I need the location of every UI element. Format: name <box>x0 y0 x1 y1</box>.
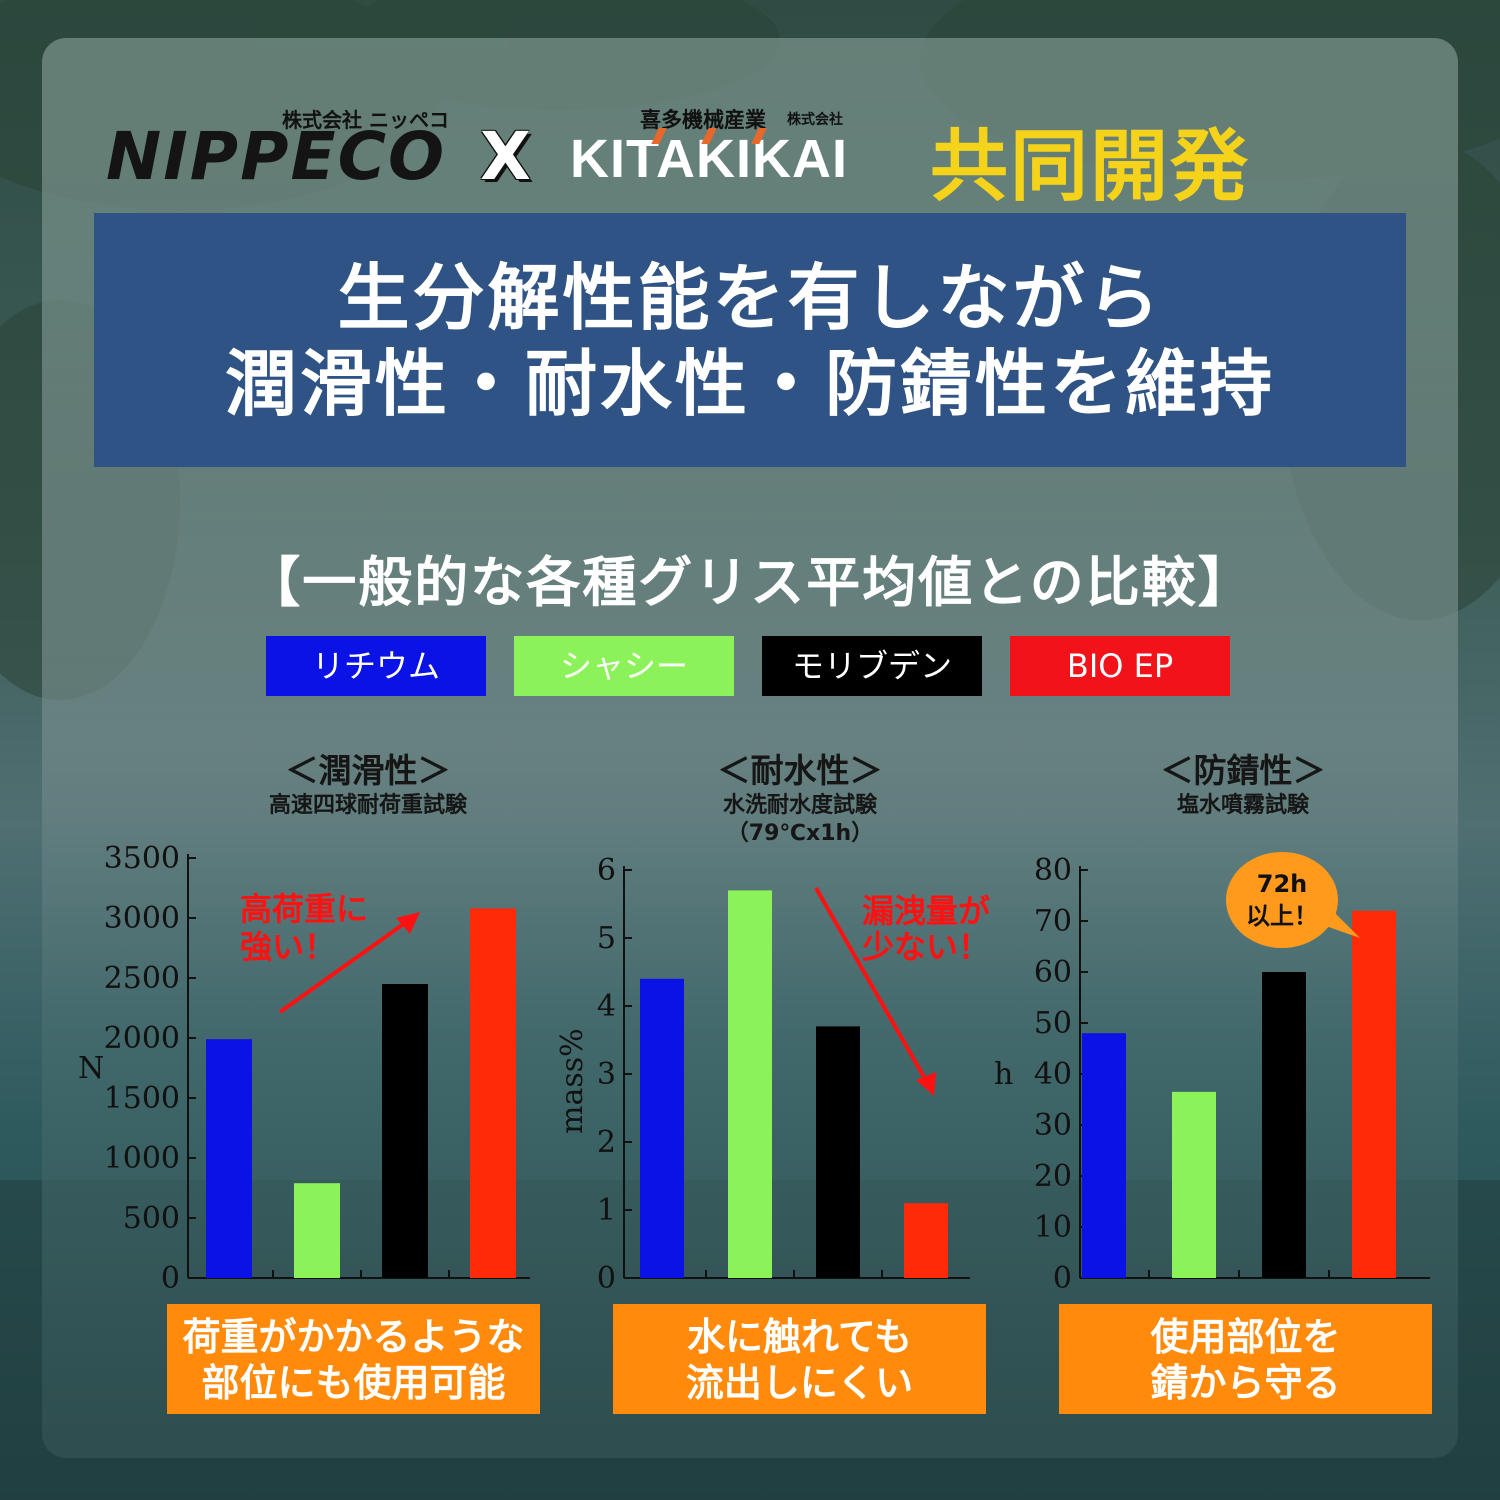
headline-line-2: 潤滑性・耐水性・防錆性を維持 <box>224 342 1275 426</box>
y-tick-label: 80 <box>1034 853 1072 888</box>
annotation-line-1: 漏洩量が <box>862 892 990 930</box>
bar-3 <box>382 984 428 1278</box>
conclusion-line-2: 錆から守る <box>1150 1361 1341 1405</box>
conclusion-line-1: 使用部位を <box>1150 1315 1341 1359</box>
bar-3 <box>816 1026 860 1278</box>
legend-label: リチウム <box>311 647 440 685</box>
y-tick-label: 2500 <box>104 961 180 996</box>
callout-line-2: 以上！ <box>1246 902 1318 930</box>
y-tick-label: 1 <box>597 1193 616 1228</box>
conclusion-water-resistance: 水に触れても 流出しにくい <box>613 1304 986 1414</box>
bar-4 <box>1352 910 1396 1278</box>
annotation-line-1: 高荷重に <box>240 890 368 928</box>
bar-1 <box>1082 1033 1126 1278</box>
bar-1 <box>206 1039 252 1278</box>
bar-2 <box>1172 1091 1216 1278</box>
conclusion-rust-prevention: 使用部位を 錆から守る <box>1059 1304 1432 1414</box>
y-tick-label: 0 <box>161 1261 180 1296</box>
conclusion-lubricity: 荷重がかかるような 部位にも使用可能 <box>167 1304 540 1414</box>
y-tick-label: 3000 <box>104 901 180 936</box>
chart-title-water-resistance: ＜耐水性＞ 水洗耐水度試験 （79℃x1h） <box>650 744 950 848</box>
chart-title-lubricity: ＜潤滑性＞ 高速四球耐荷重試験 <box>218 744 518 820</box>
chart-heading: ＜潤滑性＞ <box>285 751 451 790</box>
y-tick-label: 5 <box>597 921 616 956</box>
nippeco-logo: NIPPECO <box>106 118 447 195</box>
y-axis-label: N <box>78 1051 104 1086</box>
annotation-line-2: 強い！ <box>240 928 336 966</box>
y-tick-label: 0 <box>1053 1261 1072 1296</box>
legend-label: BIO EP <box>1066 647 1174 685</box>
conclusion-line-2: 部位にも使用可能 <box>201 1361 506 1405</box>
chart-heading: ＜耐水性＞ <box>717 751 883 790</box>
bar-3 <box>1262 972 1306 1278</box>
y-tick-label: 500 <box>123 1201 180 1236</box>
comparison-title: 【一般的な各種グリス平均値との比較】 <box>246 551 1254 614</box>
legend-label: モリブデン <box>791 647 952 685</box>
y-tick-label: 0 <box>597 1261 616 1296</box>
chart-heading: ＜防錆性＞ <box>1160 751 1326 790</box>
y-tick-label: 1500 <box>104 1081 180 1116</box>
y-tick-label: 3500 <box>104 841 180 876</box>
kitakikai-company-suffix: 株式会社 <box>787 112 843 128</box>
callout-line-1: 72h <box>1257 870 1307 898</box>
y-tick-label: 10 <box>1034 1210 1072 1245</box>
y-tick-label: 60 <box>1034 955 1072 990</box>
bar-1 <box>640 978 684 1278</box>
bar-2 <box>728 890 772 1278</box>
bar-2 <box>294 1183 340 1278</box>
bar-4 <box>904 1203 948 1278</box>
y-tick-label: 50 <box>1034 1006 1072 1041</box>
chart-rust-prevention: 0 10 20 30 40 50 60 70 80 h 72h 以上！ <box>994 852 1430 1296</box>
y-tick-label: 3 <box>597 1057 616 1092</box>
y-tick-label: 30 <box>1034 1108 1072 1143</box>
chart-subtitle: 高速四球耐荷重試験 <box>268 793 467 818</box>
y-tick-label: 20 <box>1034 1159 1072 1194</box>
chart-subtitle: 水洗耐水度試験 <box>722 793 877 818</box>
chart-subtitle-condition: （79℃x1h） <box>726 821 874 846</box>
y-tick-label: 6 <box>597 853 616 888</box>
down-arrow-icon <box>814 887 930 1085</box>
legend-item-lithium: リチウム <box>266 636 486 696</box>
collaboration-cross: X <box>480 118 531 195</box>
down-arrow-head-icon <box>916 1072 936 1096</box>
y-tick-label: 1000 <box>104 1141 180 1176</box>
callout-pointer <box>1320 902 1360 938</box>
conclusion-line-1: 荷重がかかるような <box>182 1315 525 1359</box>
bar-4 <box>470 908 516 1278</box>
nippeco-company-prefix: 株式会社 ニッペコ <box>282 108 449 132</box>
conclusion-line-2: 流出しにくい <box>685 1361 914 1405</box>
y-tick-label: 40 <box>1034 1057 1072 1092</box>
y-tick-label: 70 <box>1034 904 1072 939</box>
up-arrow-head-icon <box>396 912 420 934</box>
callout-bubble <box>1226 852 1338 948</box>
legend-label: シャシー <box>559 647 688 685</box>
chart-subtitle: 塩水噴霧試験 <box>1176 793 1309 818</box>
conclusion-line-1: 水に触れても <box>687 1315 912 1359</box>
headline-line-1: 生分解性能を有しながら <box>337 256 1163 340</box>
y-axis-label: h <box>994 1057 1013 1092</box>
headline-banner: 生分解性能を有しながら 潤滑性・耐水性・防錆性を維持 <box>94 213 1406 467</box>
up-arrow-icon <box>278 916 414 1014</box>
y-axis-label: mass% <box>555 1028 590 1134</box>
legend-item-bio-ep: BIO EP <box>1010 636 1230 696</box>
y-tick-label: 2 <box>597 1125 616 1160</box>
y-tick-label: 4 <box>597 989 616 1024</box>
annotation-line-2: 少ない！ <box>862 928 990 966</box>
chart-title-rust-prevention: ＜防錆性＞ 塩水噴霧試験 <box>1093 744 1393 820</box>
y-tick-label: 2000 <box>104 1021 180 1056</box>
joint-development-label: 共同開発 <box>930 122 1251 212</box>
legend-item-molybdenum: モリブデン <box>762 636 982 696</box>
legend-item-chassis: シャシー <box>514 636 734 696</box>
